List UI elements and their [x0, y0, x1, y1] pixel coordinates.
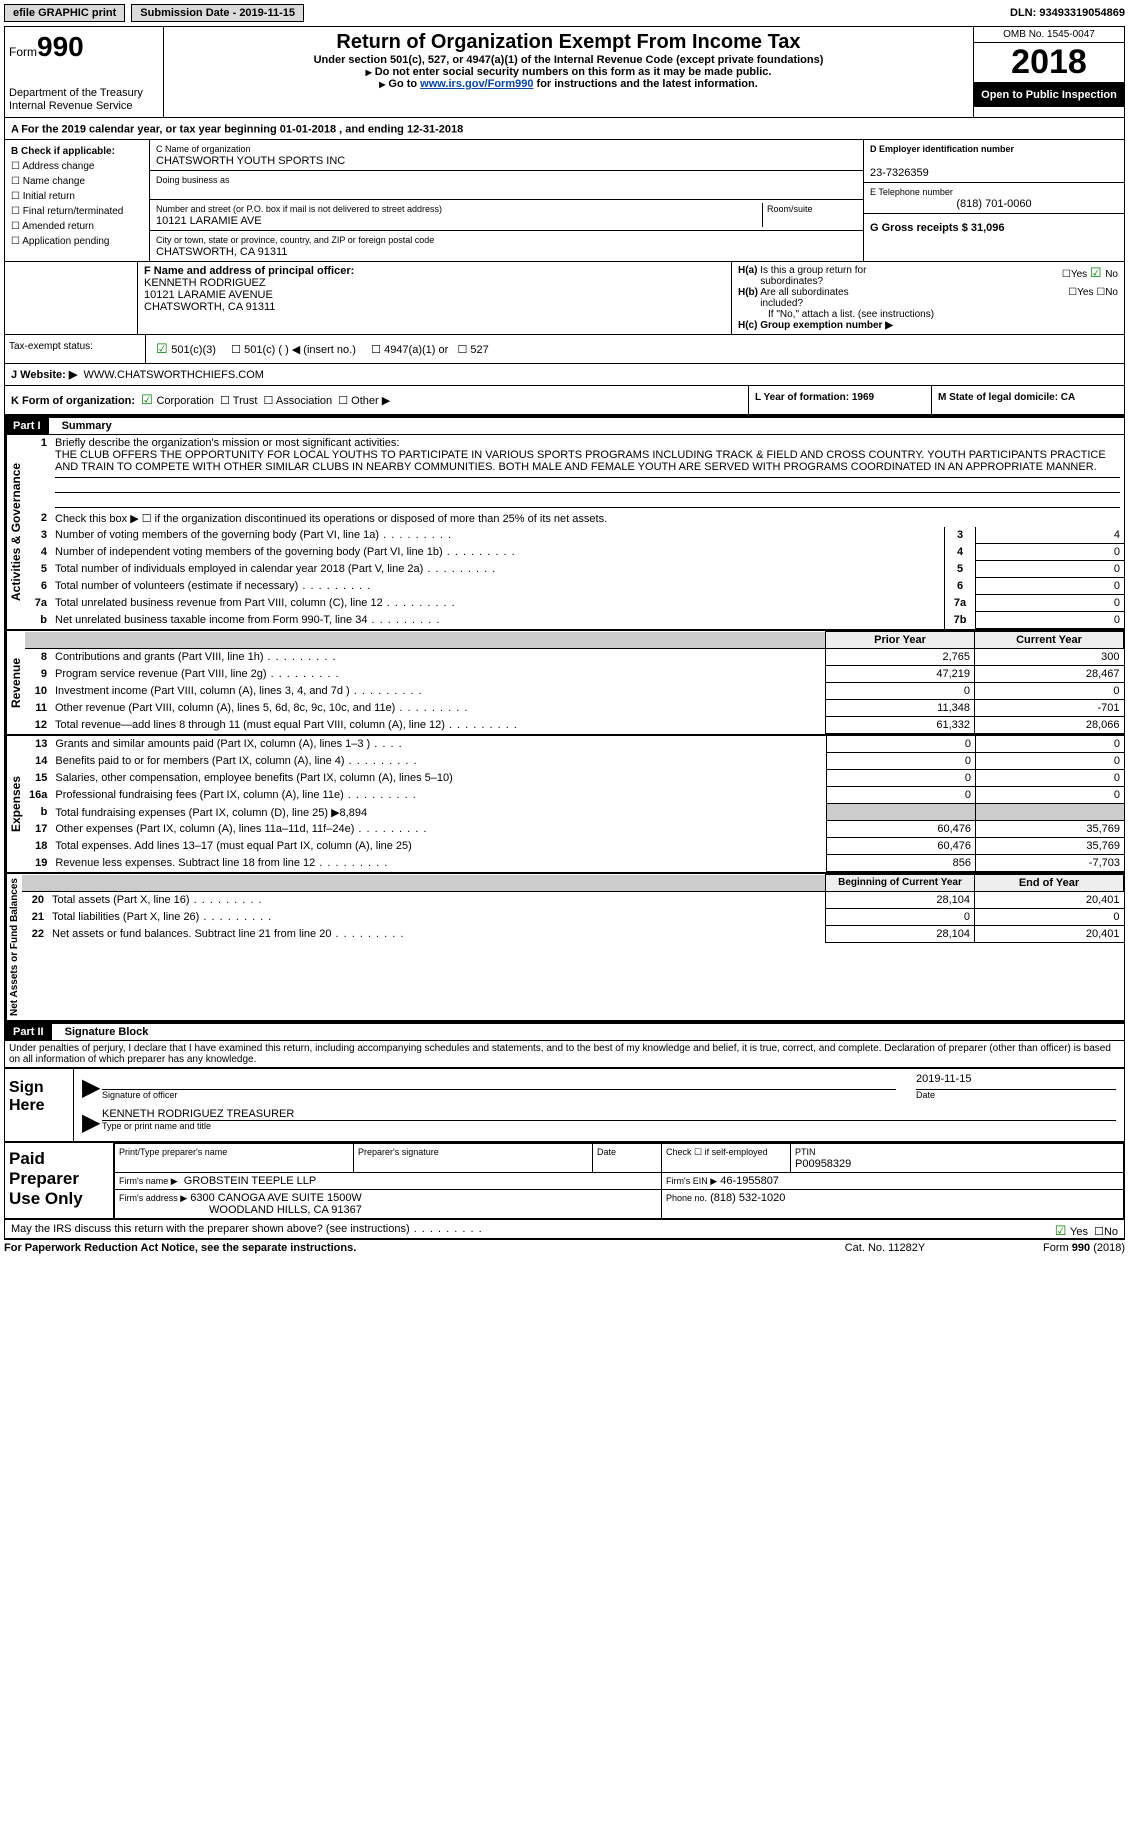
firm-addr1: 6300 CANOGA AVE SUITE 1500W: [190, 1192, 362, 1204]
omb-number: OMB No. 1545-0047: [974, 27, 1124, 43]
header-right: OMB No. 1545-0047 2018 Open to Public In…: [974, 27, 1124, 117]
instructions-link[interactable]: www.irs.gov/Form990: [420, 78, 533, 90]
part1-header: Part I Summary: [5, 416, 1124, 435]
vert-activities: Activities & Governance: [5, 435, 25, 629]
dln-text: DLN: 93493319054869: [1010, 7, 1125, 19]
box-deg: D Employer identification number 23-7326…: [864, 140, 1124, 261]
firm-phone: (818) 532-1020: [710, 1192, 785, 1204]
org-name: CHATSWORTH YOUTH SPORTS INC: [156, 155, 345, 167]
header-left: Form990 Department of the Treasury Inter…: [5, 27, 164, 117]
box-c: C Name of organization CHATSWORTH YOUTH …: [150, 140, 864, 261]
mission-text: THE CLUB OFFERS THE OPPORTUNITY FOR LOCA…: [55, 449, 1106, 473]
form-title: Return of Organization Exempt From Incom…: [172, 31, 965, 54]
header-center: Return of Organization Exempt From Incom…: [164, 27, 974, 117]
box-b: B Check if applicable: Address change Na…: [5, 140, 150, 261]
declaration-text: Under penalties of perjury, I declare th…: [5, 1041, 1124, 1067]
tax-exempt-options: 501(c)(3) ☐ 501(c) ( ) ◀ (insert no.) ☐ …: [146, 335, 1124, 363]
box-l: L Year of formation: 1969: [748, 386, 931, 414]
summary-table: 1 Briefly describe the organization's mi…: [25, 435, 1124, 527]
chk-app-pending[interactable]: Application pending: [20, 234, 110, 249]
chk-final-return[interactable]: Final return/terminated: [11, 206, 123, 217]
open-to-public: Open to Public Inspection: [974, 83, 1124, 107]
box-m: M State of legal domicile: CA: [931, 386, 1124, 414]
header-row: Form990 Department of the Treasury Inter…: [5, 27, 1124, 118]
firm-addr2: WOODLAND HILLS, CA 91367: [119, 1204, 362, 1216]
ein-value: 23-7326359: [870, 167, 929, 179]
chk-amended-return[interactable]: Amended return: [11, 221, 94, 232]
chk-corporation[interactable]: Corporation: [141, 395, 214, 407]
sign-here-block: Sign Here ▶ Signature of officer 2019-11…: [5, 1067, 1124, 1143]
footer-row: For Paperwork Reduction Act Notice, see …: [4, 1239, 1125, 1254]
paid-preparer-block: Paid Preparer Use Only Print/Type prepar…: [5, 1143, 1124, 1220]
ptin-value: P00958329: [795, 1158, 851, 1170]
website-value: WWW.CHATSWORTHCHIEFS.COM: [83, 369, 263, 381]
chk-ha-no[interactable]: No: [1090, 269, 1118, 280]
department-text: Department of the Treasury Internal Reve…: [9, 87, 159, 113]
box-h: H(a) Is this a group return for subordin…: [732, 262, 1124, 334]
firm-name: GROBSTEIN TEEPLE LLP: [184, 1175, 316, 1187]
form-footer: Form 990 (2018): [965, 1242, 1125, 1254]
tax-year: 2018: [974, 43, 1124, 83]
phone-value: (818) 701-0060: [870, 198, 1118, 210]
discuss-row: May the IRS discuss this return with the…: [5, 1220, 1124, 1238]
box-f: F Name and address of principal officer:…: [137, 262, 732, 334]
chk-discuss-yes[interactable]: Yes: [1055, 1226, 1088, 1238]
top-bar: efile GRAPHIC print Submission Date - 20…: [4, 4, 1125, 22]
gross-receipts: G Gross receipts $ 31,096: [870, 222, 1005, 234]
vert-netassets: Net Assets or Fund Balances: [5, 874, 22, 1020]
subtitle-2: Do not enter social security numbers on …: [172, 66, 965, 78]
website-row: J Website: ▶ WWW.CHATSWORTHCHIEFS.COM: [5, 364, 1124, 386]
vert-expenses: Expenses: [5, 736, 25, 872]
chk-501c3[interactable]: 501(c)(3): [156, 344, 216, 356]
chk-initial-return[interactable]: Initial return: [11, 191, 75, 202]
efile-button[interactable]: efile GRAPHIC print: [4, 4, 125, 22]
form-container: Form990 Department of the Treasury Inter…: [4, 26, 1125, 1239]
submission-date-button[interactable]: Submission Date - 2019-11-15: [131, 4, 304, 22]
form-number: 990: [37, 31, 84, 62]
sig-date: 2019-11-15: [916, 1073, 1116, 1090]
part2-header: Part II Signature Block: [5, 1022, 1124, 1041]
chk-name-change[interactable]: Name change: [11, 176, 85, 187]
tax-exempt-label: Tax-exempt status:: [5, 335, 146, 363]
officer-name: KENNETH RODRIGUEZ TREASURER: [102, 1108, 1116, 1121]
subtitle-1: Under section 501(c), 527, or 4947(a)(1)…: [172, 54, 965, 66]
vert-revenue: Revenue: [5, 631, 25, 734]
org-city: CHATSWORTH, CA 91311: [156, 246, 287, 258]
box-k: K Form of organization: Corporation ☐ Tr…: [5, 386, 748, 414]
bcdeg-row: B Check if applicable: Address change Na…: [5, 140, 1124, 262]
form-word: Form: [9, 45, 37, 59]
org-address: 10121 LARAMIE AVE: [156, 215, 262, 227]
subtitle-3: Go to www.irs.gov/Form990 for instructio…: [172, 78, 965, 90]
chk-address-change[interactable]: Address change: [11, 161, 94, 172]
line-a: A For the 2019 calendar year, or tax yea…: [5, 118, 1124, 140]
firm-ein: 46-1955807: [720, 1175, 779, 1187]
